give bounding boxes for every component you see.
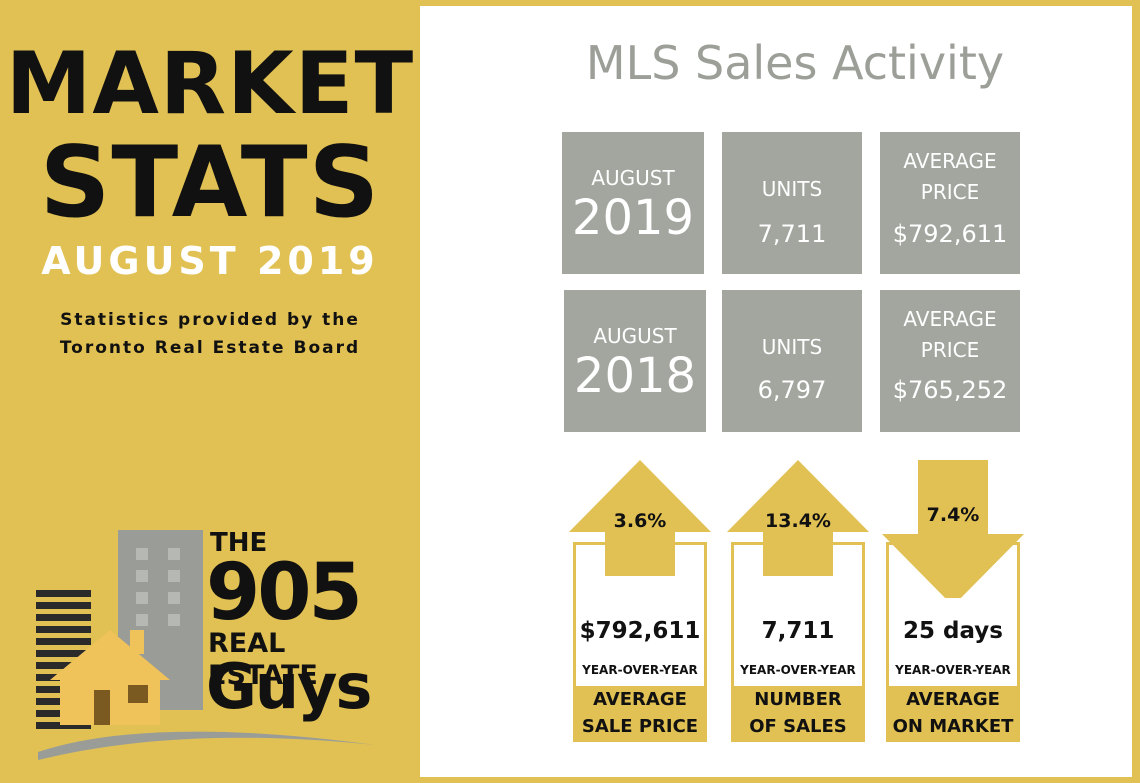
logo-real-estate: REAL ESTATE (208, 628, 318, 691)
units-box-2018: UNITS 6,797 (722, 290, 862, 432)
price-label-1: AVERAGE (903, 149, 997, 173)
price-label-2: PRICE (920, 180, 980, 204)
yoy-label: YEAR-OVER-YEAR (582, 663, 698, 677)
price-box-2019: AVERAGE PRICE $792,611 (880, 132, 1020, 274)
title-stats: STATS (39, 126, 381, 240)
left-panel: MARKET STATS AUGUST 2019 Statistics prov… (0, 0, 420, 783)
arrow-down-icon (882, 460, 1024, 598)
logo-building-icon (36, 530, 375, 760)
change-caption: NUMBER OF SALES (731, 686, 865, 742)
units-label: UNITS (761, 177, 823, 201)
units-label: UNITS (761, 335, 823, 359)
title-market: MARKET (5, 34, 415, 134)
logo-905: 905 (206, 548, 363, 638)
caption-line-2: ON MARKET (892, 716, 1014, 737)
title-date: AUGUST 2019 (41, 239, 379, 283)
change-caption: AVERAGE SALE PRICE (573, 686, 707, 742)
price-label-2: PRICE (920, 338, 980, 362)
caption-line-1: AVERAGE (906, 689, 1000, 710)
units-value: 7,711 (757, 220, 827, 248)
arrow-up-icon (727, 460, 869, 576)
change-value: $792,611 (579, 618, 701, 644)
panel-title: MLS Sales Activity (585, 36, 1005, 90)
caption-line-1: AVERAGE (593, 689, 687, 710)
credit-line-2: Toronto Real Estate Board (59, 338, 361, 358)
right-panel: MLS Sales Activity AUGUST 2019 UNITS 7,7… (420, 6, 1132, 777)
yoy-label: YEAR-OVER-YEAR (740, 663, 856, 677)
change-percent: 13.4% (765, 510, 831, 532)
credit-line-1: Statistics provided by the (60, 310, 360, 330)
yoy-label: YEAR-OVER-YEAR (895, 663, 1011, 677)
period-label: AUGUST (591, 166, 675, 190)
logo-guys: Guys (206, 650, 372, 723)
period-year: 2019 (571, 190, 695, 246)
change-value: 7,711 (761, 618, 835, 644)
units-box-2019: UNITS 7,711 (722, 132, 862, 274)
change-percent: 3.6% (613, 510, 667, 532)
period-label: AUGUST (593, 324, 677, 348)
change-value: 25 days (903, 618, 1003, 644)
caption-line-1: NUMBER (754, 689, 842, 710)
period-box-2019: AUGUST 2019 (562, 132, 704, 274)
period-box-2018: AUGUST 2018 (564, 290, 706, 432)
arrow-up-icon (569, 460, 711, 576)
units-value: 6,797 (757, 376, 827, 404)
logo-the: THE (210, 528, 268, 558)
change-caption: AVERAGE ON MARKET (886, 686, 1020, 742)
price-value: $765,252 (892, 376, 1008, 404)
caption-line-2: SALE PRICE (581, 716, 699, 737)
change-percent: 7.4% (926, 504, 980, 526)
period-year: 2018 (573, 348, 697, 404)
price-label-1: AVERAGE (903, 307, 997, 331)
price-box-2018: AVERAGE PRICE $765,252 (880, 290, 1020, 432)
caption-line-2: OF SALES (749, 716, 847, 737)
price-value: $792,611 (892, 220, 1008, 248)
company-logo: THE 905 REAL ESTATE Guys (30, 520, 390, 765)
